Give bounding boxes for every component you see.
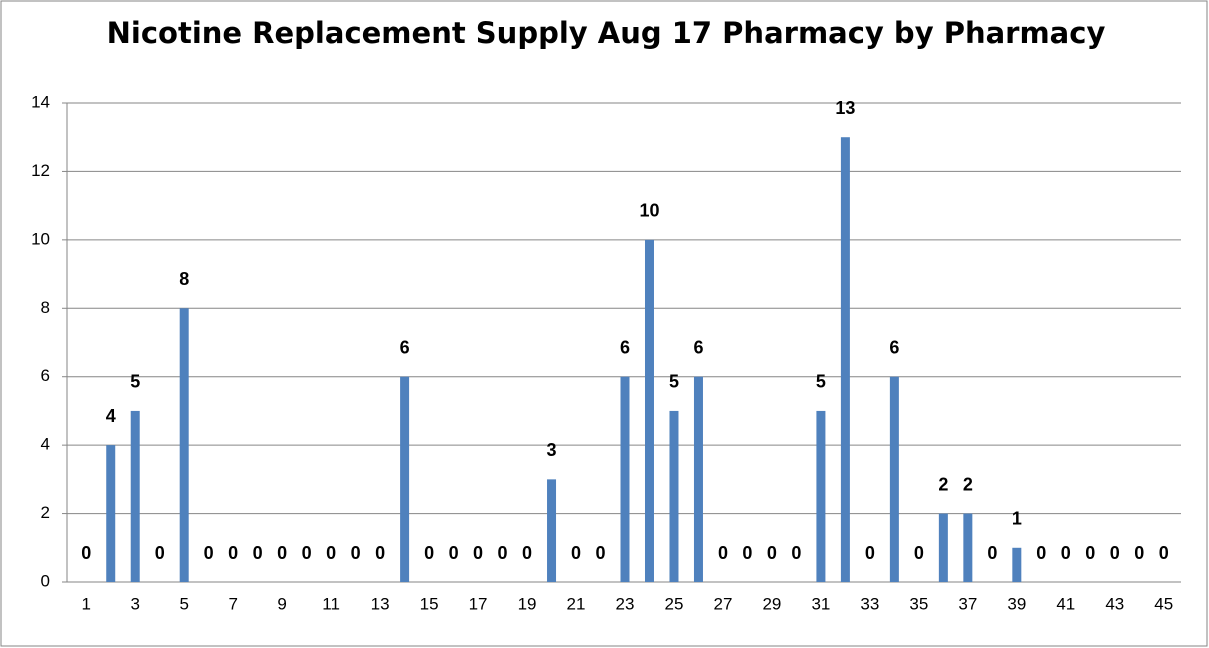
bar: [179, 308, 189, 582]
x-tick-label: 11: [322, 594, 340, 613]
data-label: 0: [914, 543, 924, 563]
data-label: 0: [498, 543, 508, 563]
x-tick-label: 5: [179, 594, 188, 613]
x-tick-label: 15: [420, 594, 439, 613]
y-tick-label: 6: [41, 366, 50, 385]
data-label: 13: [835, 98, 855, 118]
data-label: 0: [449, 543, 459, 563]
bar: [644, 239, 654, 582]
x-tick-label: 33: [860, 594, 879, 613]
data-label: 0: [596, 543, 606, 563]
bar: [840, 137, 850, 582]
data-label: 0: [81, 543, 91, 563]
data-label: 6: [889, 337, 899, 357]
x-tick-label: 1: [82, 594, 91, 613]
data-label: 0: [204, 543, 214, 563]
x-tick-label: 23: [616, 594, 635, 613]
x-tick-label: 45: [1154, 594, 1173, 613]
data-label: 0: [767, 543, 777, 563]
y-tick-label: 2: [41, 503, 50, 522]
x-tick-label: 25: [665, 594, 684, 613]
data-label: 0: [1085, 543, 1095, 563]
y-tick-label: 4: [41, 435, 50, 454]
chart-title: Nicotine Replacement Supply Aug 17 Pharm…: [107, 16, 1106, 50]
data-label: 0: [1036, 543, 1046, 563]
bar: [963, 513, 973, 582]
bar: [669, 410, 679, 582]
data-label: 6: [620, 337, 630, 357]
data-label: 0: [277, 543, 287, 563]
data-label: 2: [963, 474, 973, 494]
y-tick-label: 10: [31, 229, 50, 248]
bar: [816, 410, 826, 582]
data-label: 2: [938, 474, 948, 494]
x-tick-label: 39: [1007, 594, 1026, 613]
data-label: 0: [326, 543, 336, 563]
data-label: 0: [228, 543, 238, 563]
x-tick-label: 29: [762, 594, 781, 613]
data-label: 0: [718, 543, 728, 563]
x-tick-label: 7: [228, 594, 237, 613]
data-label: 0: [302, 543, 312, 563]
x-tick-label: 19: [518, 594, 537, 613]
y-tick-label: 14: [31, 92, 50, 111]
bar: [106, 445, 116, 582]
data-label: 0: [424, 543, 434, 563]
y-tick-label: 8: [41, 298, 50, 317]
data-label: 0: [987, 543, 997, 563]
data-label: 0: [351, 543, 361, 563]
data-label: 0: [1159, 543, 1169, 563]
data-label: 0: [1110, 543, 1120, 563]
data-label: 0: [375, 543, 385, 563]
x-tick-label: 31: [811, 594, 830, 613]
data-label: 8: [179, 269, 189, 289]
data-label: 5: [130, 372, 140, 392]
y-tick-label: 0: [41, 571, 50, 590]
bar: [1012, 547, 1022, 582]
data-label: 10: [639, 201, 659, 221]
data-label: 0: [522, 543, 532, 563]
data-label: 5: [816, 372, 826, 392]
x-tick-label: 21: [567, 594, 586, 613]
bar: [620, 376, 630, 582]
x-tick-label: 41: [1056, 594, 1075, 613]
data-label: 0: [571, 543, 581, 563]
bar: [400, 376, 410, 582]
x-tick-label: 27: [713, 594, 732, 613]
x-tick-label: 3: [130, 594, 139, 613]
bar: [889, 376, 899, 582]
bar: [938, 513, 948, 582]
data-label: 0: [1134, 543, 1144, 563]
y-tick-label: 12: [31, 161, 50, 180]
data-label: 0: [791, 543, 801, 563]
x-tick-label: 17: [469, 594, 488, 613]
data-label: 0: [1061, 543, 1071, 563]
data-label: 0: [742, 543, 752, 563]
x-tick-label: 13: [371, 594, 390, 613]
data-label: 5: [669, 372, 679, 392]
x-tick-label: 43: [1105, 594, 1124, 613]
x-tick-label: 35: [909, 594, 928, 613]
data-label: 3: [547, 440, 557, 460]
data-label: 1: [1012, 509, 1022, 529]
data-label: 0: [155, 543, 165, 563]
data-label: 0: [473, 543, 483, 563]
data-label: 4: [106, 406, 116, 426]
x-tick-label: 37: [958, 594, 977, 613]
data-label: 6: [400, 337, 410, 357]
bar: [693, 376, 703, 582]
bar: [547, 479, 557, 582]
data-label: 0: [865, 543, 875, 563]
bar: [130, 410, 140, 582]
x-tick-label: 9: [277, 594, 286, 613]
data-label: 6: [693, 337, 703, 357]
data-label: 0: [253, 543, 263, 563]
